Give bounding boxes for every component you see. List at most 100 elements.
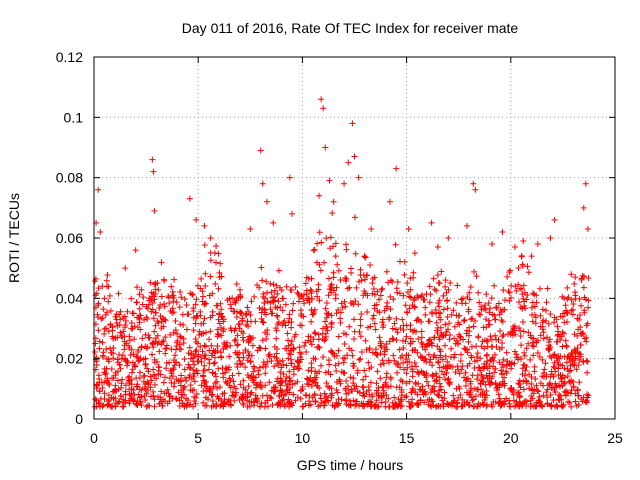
data-point <box>201 383 208 390</box>
data-point <box>570 301 577 308</box>
data-point <box>373 346 380 353</box>
data-point <box>461 317 468 324</box>
data-point <box>396 290 403 297</box>
data-point <box>296 349 303 356</box>
data-point <box>435 392 442 399</box>
data-point <box>266 351 273 358</box>
data-point <box>473 343 480 350</box>
data-point <box>137 369 144 376</box>
data-point <box>361 288 368 295</box>
data-point <box>581 335 588 342</box>
data-point <box>503 395 510 402</box>
data-point <box>341 341 348 348</box>
data-point <box>433 403 440 410</box>
data-point <box>210 383 217 390</box>
data-point <box>298 311 305 318</box>
data-point <box>510 325 517 332</box>
data-point <box>187 382 194 389</box>
data-point <box>574 387 581 394</box>
data-point <box>235 321 242 328</box>
data-point <box>367 323 374 330</box>
data-point <box>332 240 339 247</box>
data-point <box>218 306 225 313</box>
data-point <box>358 277 365 284</box>
data-point <box>550 397 557 404</box>
data-point <box>438 394 445 401</box>
data-point <box>443 297 450 304</box>
data-point <box>322 398 329 405</box>
data-point <box>532 375 539 382</box>
data-point <box>308 368 315 375</box>
data-point <box>530 290 537 297</box>
data-point <box>285 342 292 349</box>
data-point <box>139 301 146 308</box>
data-point <box>436 346 443 353</box>
data-point <box>352 402 359 409</box>
data-point <box>559 403 566 410</box>
data-point <box>316 385 323 392</box>
data-point <box>142 360 149 367</box>
data-point <box>558 333 565 340</box>
data-point <box>490 357 497 364</box>
data-point <box>294 378 301 385</box>
data-point <box>529 299 536 306</box>
data-point <box>175 389 182 396</box>
data-point <box>131 336 138 343</box>
data-point <box>237 291 244 298</box>
data-point <box>160 337 167 344</box>
y-tick-label: 0.08 <box>56 170 83 186</box>
data-point <box>367 398 374 405</box>
data-point <box>409 366 416 373</box>
data-point <box>411 359 418 366</box>
data-point <box>389 278 396 285</box>
data-point <box>343 276 350 283</box>
data-point <box>118 355 125 362</box>
data-point <box>325 357 332 364</box>
data-point <box>345 389 352 396</box>
data-point <box>404 289 411 296</box>
data-point <box>556 391 563 398</box>
data-point <box>547 311 554 318</box>
data-point <box>426 336 433 343</box>
data-point <box>428 403 435 410</box>
data-point <box>151 396 158 403</box>
data-point <box>580 204 587 211</box>
data-point <box>404 280 411 287</box>
data-point <box>142 396 149 403</box>
data-point <box>105 392 112 399</box>
data-point <box>576 356 583 363</box>
data-point <box>402 356 409 363</box>
data-point <box>421 372 428 379</box>
data-point <box>365 359 372 366</box>
data-point <box>344 285 351 292</box>
data-point <box>401 366 408 373</box>
data-point <box>154 332 161 339</box>
data-point <box>163 365 170 372</box>
data-point <box>209 391 216 398</box>
data-point <box>289 381 296 388</box>
data-point <box>332 253 339 260</box>
data-point <box>360 390 367 397</box>
data-point <box>427 402 434 409</box>
data-point <box>364 308 371 315</box>
data-point <box>230 378 237 385</box>
data-point <box>236 357 243 364</box>
data-point <box>234 360 241 367</box>
data-point <box>462 382 469 389</box>
data-point <box>117 308 124 315</box>
data-point <box>270 298 277 305</box>
data-point <box>164 400 171 407</box>
data-point <box>282 301 289 308</box>
data-point <box>171 276 178 283</box>
data-point <box>427 291 434 298</box>
data-point <box>460 317 467 324</box>
x-tick-label: 0 <box>90 430 98 446</box>
data-point <box>427 389 434 396</box>
data-point <box>481 345 488 352</box>
data-point <box>433 287 440 294</box>
data-point <box>357 271 364 278</box>
y-axis-label: ROTI / TECUs <box>6 193 22 283</box>
data-point <box>544 400 551 407</box>
data-point <box>142 386 149 393</box>
data-point <box>207 328 214 335</box>
